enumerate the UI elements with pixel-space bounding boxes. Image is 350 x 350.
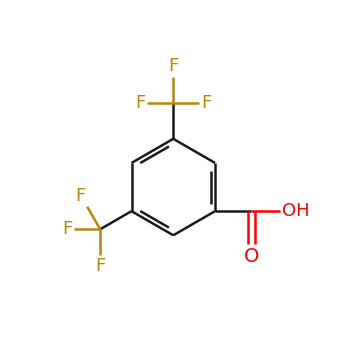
Text: O: O	[244, 247, 259, 266]
Text: F: F	[201, 94, 211, 112]
Text: OH: OH	[282, 202, 310, 220]
Text: F: F	[135, 94, 146, 112]
Text: F: F	[75, 187, 85, 205]
Text: F: F	[95, 257, 105, 275]
Text: F: F	[168, 57, 178, 75]
Text: F: F	[62, 220, 73, 238]
